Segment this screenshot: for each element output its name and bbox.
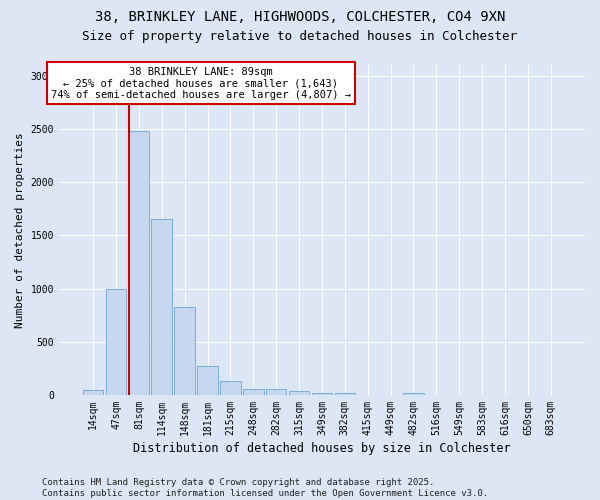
Bar [266,389,286,395]
Bar [311,393,332,395]
Bar [197,366,218,395]
Text: Contains HM Land Registry data © Crown copyright and database right 2025.
Contai: Contains HM Land Registry data © Crown c… [42,478,488,498]
Bar [289,390,310,395]
Bar [175,306,195,395]
Bar [243,388,263,395]
Bar [128,131,149,395]
Bar [151,220,172,395]
Text: 38, BRINKLEY LANE, HIGHWOODS, COLCHESTER, CO4 9XN: 38, BRINKLEY LANE, HIGHWOODS, COLCHESTER… [95,10,505,24]
X-axis label: Distribution of detached houses by size in Colchester: Distribution of detached houses by size … [133,442,511,455]
Bar [335,393,355,395]
Text: 38 BRINKLEY LANE: 89sqm
← 25% of detached houses are smaller (1,643)
74% of semi: 38 BRINKLEY LANE: 89sqm ← 25% of detache… [51,66,351,100]
Bar [106,288,127,395]
Text: Size of property relative to detached houses in Colchester: Size of property relative to detached ho… [83,30,517,43]
Bar [83,390,103,395]
Bar [220,381,241,395]
Y-axis label: Number of detached properties: Number of detached properties [15,132,25,328]
Bar [403,393,424,395]
